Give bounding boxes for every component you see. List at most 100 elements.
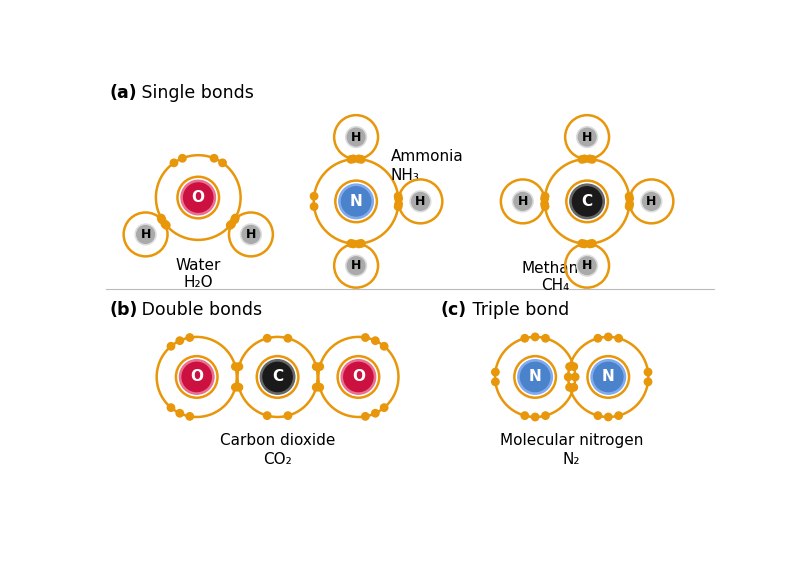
Circle shape [226, 221, 234, 229]
Text: H: H [351, 259, 362, 272]
Circle shape [591, 360, 626, 394]
Circle shape [594, 363, 623, 392]
Circle shape [581, 240, 588, 248]
Circle shape [573, 187, 602, 216]
Circle shape [186, 334, 194, 341]
Text: O: O [190, 370, 203, 385]
Circle shape [566, 363, 574, 370]
Circle shape [381, 404, 388, 411]
Text: H: H [582, 259, 592, 272]
Circle shape [605, 413, 612, 421]
Circle shape [578, 128, 596, 146]
Circle shape [162, 220, 169, 228]
Circle shape [615, 412, 622, 419]
Text: (b): (b) [110, 302, 138, 320]
Circle shape [284, 335, 292, 342]
Circle shape [578, 240, 586, 247]
Circle shape [350, 240, 357, 248]
Circle shape [626, 192, 633, 200]
Text: Triple bond: Triple bond [467, 302, 570, 320]
Circle shape [521, 335, 529, 342]
Circle shape [310, 192, 318, 200]
Text: H: H [351, 131, 362, 144]
Circle shape [531, 333, 539, 340]
Circle shape [395, 195, 402, 202]
Text: H: H [582, 131, 592, 144]
Circle shape [586, 155, 594, 163]
Circle shape [310, 203, 318, 210]
Circle shape [167, 404, 174, 411]
Circle shape [162, 221, 170, 229]
Text: Methane: Methane [522, 261, 588, 277]
Text: H: H [646, 195, 657, 208]
Text: Water: Water [175, 257, 221, 272]
Circle shape [219, 159, 226, 167]
Circle shape [358, 240, 365, 247]
Text: CO₂: CO₂ [263, 451, 292, 467]
Circle shape [232, 363, 239, 370]
Circle shape [260, 360, 295, 394]
Text: Double bonds: Double bonds [136, 302, 262, 320]
Circle shape [347, 240, 354, 247]
Circle shape [577, 255, 598, 276]
Circle shape [514, 192, 532, 210]
Circle shape [241, 224, 262, 245]
Circle shape [589, 156, 596, 163]
Text: N: N [350, 194, 362, 209]
Circle shape [570, 184, 604, 218]
Circle shape [137, 225, 154, 243]
Circle shape [231, 214, 239, 222]
Circle shape [605, 333, 612, 340]
Circle shape [235, 363, 242, 370]
Circle shape [594, 412, 602, 419]
Circle shape [186, 413, 194, 420]
Circle shape [313, 383, 320, 391]
Text: C: C [582, 194, 593, 209]
Circle shape [228, 220, 235, 228]
Circle shape [589, 240, 596, 247]
Circle shape [179, 360, 214, 394]
Circle shape [395, 200, 402, 208]
Circle shape [381, 343, 388, 350]
Circle shape [521, 363, 550, 392]
Circle shape [512, 191, 534, 212]
Circle shape [176, 337, 183, 345]
Circle shape [263, 363, 292, 392]
Circle shape [158, 214, 165, 222]
Circle shape [342, 187, 370, 216]
Circle shape [394, 192, 402, 200]
Circle shape [570, 383, 578, 391]
Circle shape [531, 413, 539, 421]
Circle shape [263, 412, 271, 419]
Circle shape [372, 337, 379, 345]
Text: C: C [272, 370, 283, 385]
Circle shape [644, 378, 652, 386]
Circle shape [346, 255, 366, 276]
Circle shape [542, 412, 549, 419]
Circle shape [410, 191, 431, 212]
Circle shape [362, 334, 369, 341]
Circle shape [565, 373, 572, 381]
Circle shape [492, 368, 499, 376]
Circle shape [615, 335, 622, 342]
Circle shape [341, 360, 376, 394]
Circle shape [181, 180, 215, 215]
Circle shape [232, 383, 239, 391]
Circle shape [339, 184, 374, 218]
Circle shape [394, 203, 402, 210]
Circle shape [521, 412, 529, 419]
Circle shape [566, 383, 574, 391]
Circle shape [284, 412, 292, 419]
Circle shape [578, 257, 596, 275]
Text: H: H [415, 195, 426, 208]
Circle shape [135, 224, 156, 245]
Circle shape [571, 373, 579, 381]
Circle shape [178, 155, 186, 162]
Text: Single bonds: Single bonds [136, 84, 254, 102]
Circle shape [184, 183, 213, 212]
Circle shape [210, 155, 218, 162]
Text: N: N [529, 370, 542, 385]
Text: H: H [140, 228, 150, 241]
Circle shape [372, 410, 379, 417]
Text: N₂: N₂ [563, 451, 581, 467]
